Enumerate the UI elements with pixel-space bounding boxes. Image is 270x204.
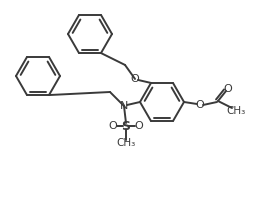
Text: S: S — [122, 120, 130, 133]
Text: N: N — [120, 101, 128, 111]
Text: CH₃: CH₃ — [116, 138, 136, 148]
Text: O: O — [196, 100, 204, 110]
Text: O: O — [224, 84, 232, 94]
Text: CH₃: CH₃ — [226, 106, 246, 116]
Text: O: O — [131, 74, 139, 84]
Text: O: O — [109, 121, 117, 131]
Text: O: O — [135, 121, 143, 131]
